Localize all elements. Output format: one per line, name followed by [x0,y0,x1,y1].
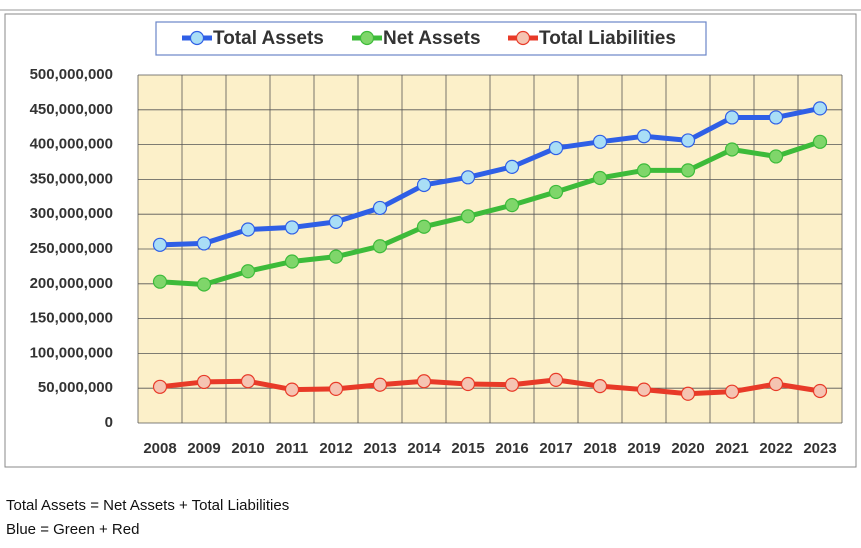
data-point [372,200,388,216]
data-point [240,264,256,279]
data-point [812,101,828,116]
y-tick-label: 450,000,000 [30,101,113,118]
data-point [504,198,520,213]
legend-label: Total Assets [213,28,324,49]
legend-box [155,21,707,56]
data-point [328,381,344,396]
data-point [636,163,652,178]
data-point [196,374,212,390]
data-point [416,219,432,234]
legend-label: Total Liabilities [539,28,676,49]
data-point [284,382,300,397]
x-tick-label: 2014 [407,440,441,457]
x-tick-label: 2019 [627,440,660,457]
y-tick-label: 200,000,000 [30,275,113,292]
data-point [152,237,168,252]
data-point [196,236,212,251]
data-point [416,177,432,193]
x-tick-label: 2010 [231,440,264,457]
series-line [159,139,821,287]
data-point [812,134,828,149]
x-tick-label: 2009 [187,440,220,457]
chart: 0 50,000,000 100,000,000 150,000,000 200,000… [0,9,861,468]
y-tick-label: 0 [105,414,113,431]
data-point [284,254,300,269]
series-line [159,377,821,397]
y-tick-label: 250,000,000 [30,240,113,257]
x-tick-label: 2012 [319,440,352,457]
data-point [548,140,564,156]
legend-marker [515,30,531,46]
data-point [460,209,476,224]
data-point [460,170,476,185]
data-point [196,277,212,292]
data-point [636,382,652,397]
data-point [592,134,608,149]
data-point [328,249,344,264]
data-point [504,159,520,174]
data-point [592,170,608,186]
data-point [548,372,564,387]
data-point [372,377,388,392]
data-point [240,222,256,237]
y-tick-label: 50,000,000 [38,379,113,396]
note: Blue = Green + Red [6,521,140,538]
y-tick-label: 400,000,000 [30,136,113,153]
x-tick-label: 2013 [363,440,396,457]
x-tick-label: 2023 [803,440,836,457]
data-point [680,163,696,178]
x-tick-label: 2022 [759,440,792,457]
note: Total Assets = Net Assets + Total Liabil… [6,497,290,514]
x-tick-label: 2011 [276,440,309,457]
y-tick-label: 150,000,000 [30,310,113,327]
data-point [416,374,432,389]
data-point [504,377,520,392]
data-point [768,149,784,164]
y-tick-label: 300,000,000 [30,205,113,222]
legend-marker [189,30,205,46]
legend-label: Net Assets [383,28,481,49]
data-point [152,274,168,289]
data-point [812,383,828,399]
x-tick-label: 2020 [671,440,704,457]
data-point [768,110,784,125]
data-point [724,110,740,125]
data-point [592,379,608,394]
legend-marker [359,30,375,46]
data-point [460,376,476,392]
data-point [240,374,256,389]
data-point [724,384,740,399]
x-tick-label: 2015 [451,440,484,457]
data-point [768,376,784,392]
data-point [724,142,740,157]
x-tick-label: 2017 [539,440,572,457]
data-point [284,220,300,235]
data-point [680,133,696,148]
series-line [159,105,821,248]
data-point [152,379,168,394]
y-tick-label: 500,000,000 [30,66,113,83]
data-point [372,239,388,254]
data-point [636,129,652,144]
data-point [680,386,696,401]
x-tick-label: 2021 [715,440,748,457]
y-tick-label: 100,000,000 [30,344,113,361]
data-point [328,214,344,229]
data-point [548,184,564,200]
y-tick-label: 350,000,000 [30,170,113,187]
x-tick-label: 2018 [583,440,616,457]
x-tick-label: 2016 [495,440,528,457]
x-tick-label: 2008 [143,440,176,457]
